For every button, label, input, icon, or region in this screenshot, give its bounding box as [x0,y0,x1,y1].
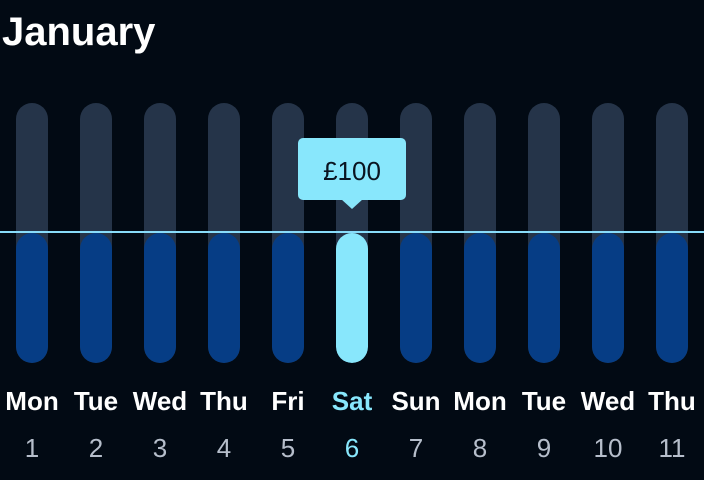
day-number: 11 [658,433,686,463]
day-name: Fri [271,386,305,416]
day-number: 5 [280,433,296,463]
bar-tue-9[interactable] [528,103,560,363]
bar-fill [464,233,496,363]
day-number: 9 [536,433,552,463]
day-name: Tue [521,386,567,416]
day-name: Wed [132,386,188,416]
bar-fill [16,233,48,363]
day-number: 8 [472,433,488,463]
day-name: Wed [580,386,636,416]
bar-mon-1[interactable] [16,103,48,363]
day-number: 10 [593,433,623,463]
bar-fill [272,233,304,363]
bar-sun-7[interactable] [400,103,432,363]
bar-fill [528,233,560,363]
bar-fill [656,233,688,363]
bar-tue-2[interactable] [80,103,112,363]
bar-fill [208,233,240,363]
bar-fill [400,233,432,363]
reference-line [0,231,704,233]
bar-thu-4[interactable] [208,103,240,363]
day-name: Sun [391,386,441,416]
bar-wed-10[interactable] [592,103,624,363]
bar-fill [336,233,368,363]
day-number: 3 [152,433,168,463]
day-number: 4 [216,433,232,463]
bar-fill [592,233,624,363]
bar-mon-8[interactable] [464,103,496,363]
bar-fill [144,233,176,363]
bar-wed-3[interactable] [144,103,176,363]
day-number: 1 [24,433,40,463]
day-name: Sat [331,386,373,416]
day-name: Mon [453,386,507,416]
day-number: 7 [408,433,424,463]
day-number: 6 [344,433,360,463]
day-name: Thu [648,386,696,416]
day-name: Mon [5,386,59,416]
day-number: 2 [88,433,104,463]
day-name: Thu [200,386,248,416]
day-name: Tue [73,386,119,416]
value-tooltip: £100 [298,138,406,200]
bar-thu-11[interactable] [656,103,688,363]
bar-fill [80,233,112,363]
month-title: January [2,10,156,54]
tooltip-arrow [341,199,363,209]
